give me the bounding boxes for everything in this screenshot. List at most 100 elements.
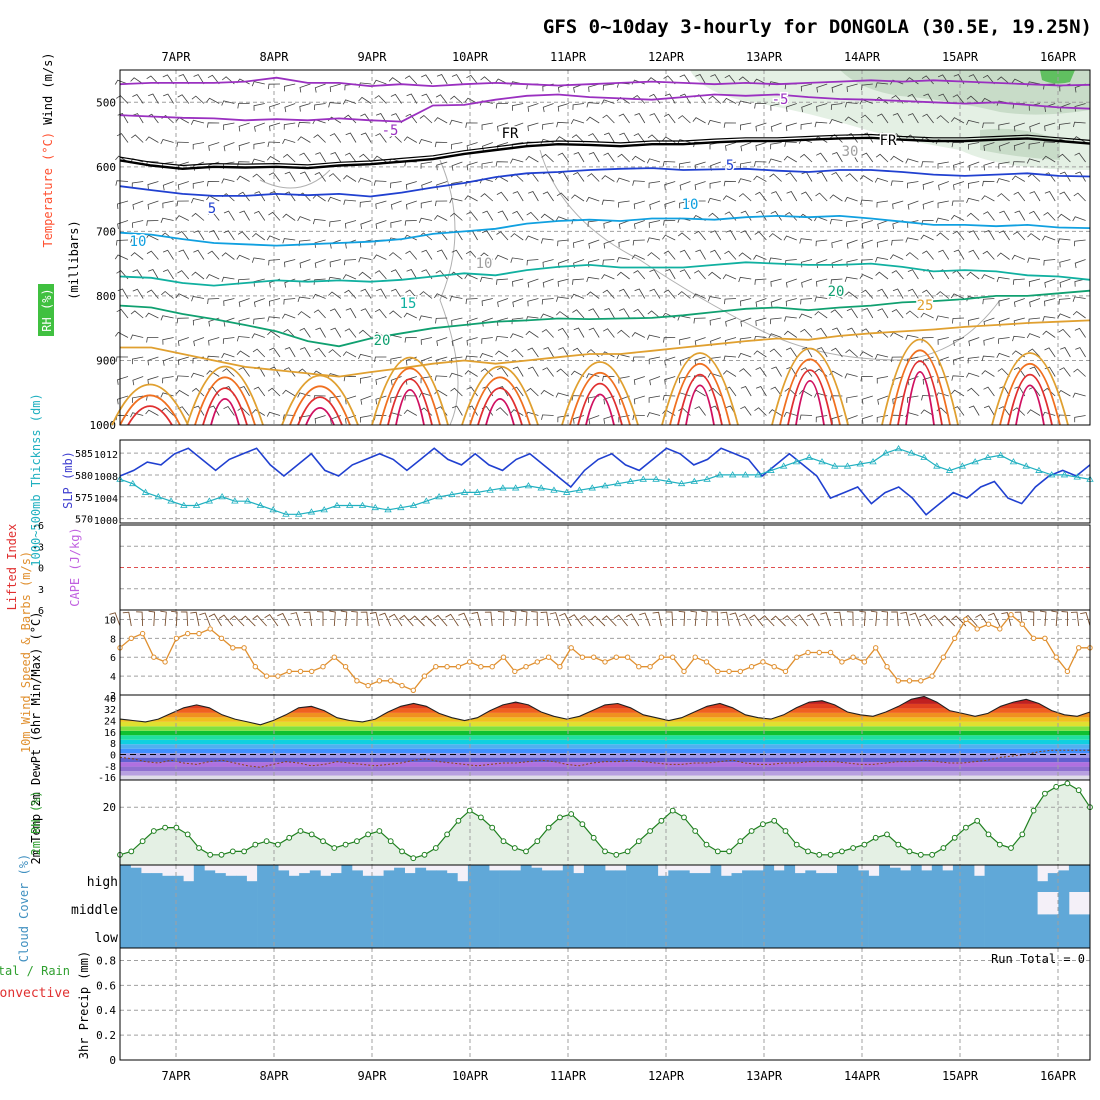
wind-barb: [723, 355, 737, 361]
cloud-bar: [373, 892, 384, 920]
wind-barb: [738, 76, 752, 85]
wind-barb: [526, 387, 539, 397]
wind-barb: [207, 211, 220, 221]
wind-barb: [997, 193, 1010, 202]
thickness-point: [779, 462, 788, 469]
surface-wind-barb: [820, 612, 832, 627]
precip-tick-label: 0.6: [96, 979, 116, 992]
wind-barb: [967, 356, 980, 364]
rh-tick-label: 20: [103, 801, 116, 814]
thickness-point: [256, 501, 265, 508]
wind-barb: [1074, 278, 1086, 287]
wind-barb: [1059, 367, 1071, 377]
wind-barb: [1057, 313, 1071, 319]
cloud-bar: [404, 920, 416, 948]
cloud-bar: [573, 920, 585, 948]
thickness-point: [192, 501, 201, 508]
wind-speed-point: [670, 654, 676, 660]
wind-barb: [176, 317, 189, 324]
wind-barb: [618, 239, 630, 248]
rh-point: [1053, 783, 1060, 790]
wind-barb: [1044, 298, 1056, 307]
wind-barb: [982, 122, 995, 128]
chart-title: GFS 0~10day 3-hourly for DONGOLA (30.5E,…: [543, 16, 1092, 38]
wind-barb: [573, 327, 585, 338]
wind-barb: [1042, 387, 1056, 397]
wind-barb: [983, 211, 995, 221]
thickness-point: [346, 501, 354, 508]
surface-wind-barb: [870, 610, 878, 627]
cloud-bar: [837, 865, 848, 892]
wind-barb: [206, 122, 220, 128]
wind-barb: [603, 152, 615, 163]
cloud-bar: [562, 892, 574, 920]
wind-barb: [175, 389, 190, 397]
wind-speed-point: [647, 664, 653, 670]
top-date-label: 14APR: [844, 50, 881, 64]
axis-title: SLP (mb): [61, 451, 75, 509]
cloud-bar: [742, 920, 753, 948]
wind-barb: [481, 298, 493, 307]
rh-point: [692, 828, 699, 834]
wind-barb: [191, 387, 205, 397]
rh-point: [365, 831, 372, 838]
cloud-bar: [225, 892, 237, 920]
wind-barb: [405, 113, 418, 124]
contour-label: FR: [880, 133, 897, 149]
wind-barb: [449, 198, 463, 204]
surface-wind-barb: [711, 611, 719, 627]
wind-barb: [861, 415, 873, 424]
temp-tick-label: -8: [104, 762, 116, 773]
wind-barb: [921, 161, 934, 167]
surface-wind-barb: [1001, 611, 1012, 627]
wind-barb: [785, 278, 797, 288]
wind-barb: [540, 389, 554, 397]
wind-barb: [251, 409, 266, 416]
wind-barb: [768, 233, 782, 241]
cloud-level-label: middle: [71, 903, 118, 918]
wind-speed-point: [207, 626, 213, 632]
wind-barb: [783, 155, 798, 163]
wind-speed-point: [410, 687, 416, 693]
surface-wind-barb: [859, 610, 866, 627]
wind-barb: [693, 317, 706, 324]
cloud-bar: [721, 875, 732, 892]
cloud-bar: [531, 920, 543, 948]
wind-speed-point: [974, 626, 980, 632]
cloud-bar: [236, 892, 247, 920]
ground-contour: [677, 373, 723, 426]
thickness-point: [269, 506, 277, 513]
wind-barb: [313, 309, 326, 319]
wind-barb: [358, 257, 372, 263]
axis-title-part: 2m RH (%): [29, 790, 43, 855]
wind-speed-point: [997, 626, 1003, 632]
wind-barb: [905, 158, 919, 164]
wind-barb: [284, 347, 296, 358]
cloud-bar: [668, 870, 680, 892]
rh-point: [489, 824, 496, 831]
thickness-tick-label: 575: [75, 493, 93, 504]
cloud-bar: [267, 865, 279, 892]
ground-contour: [585, 393, 615, 426]
cloud-bar: [362, 875, 374, 892]
wind-barb: [1026, 409, 1041, 416]
thickness-point: [805, 453, 813, 460]
wind-barb: [525, 155, 539, 163]
wind-barb: [905, 310, 919, 319]
wind-barb: [982, 298, 995, 305]
rh-point: [500, 838, 507, 845]
wind-barb: [1011, 78, 1025, 85]
wind-barb: [465, 122, 478, 128]
wind-barb: [634, 113, 646, 124]
wind-barb: [801, 171, 813, 182]
precip-tick-label: 0: [109, 1054, 116, 1067]
cloud-bar: [710, 865, 722, 892]
cloud-bar: [1079, 920, 1091, 948]
wind-barb: [647, 252, 661, 260]
wind-barb: [815, 415, 828, 423]
cloud-bar: [794, 920, 806, 948]
temp-band: [120, 726, 1090, 731]
axis-title: 1000~500mb Thicknss (dm): [29, 393, 43, 566]
wind-barb: [1073, 121, 1086, 128]
wind-barb: [116, 239, 129, 246]
